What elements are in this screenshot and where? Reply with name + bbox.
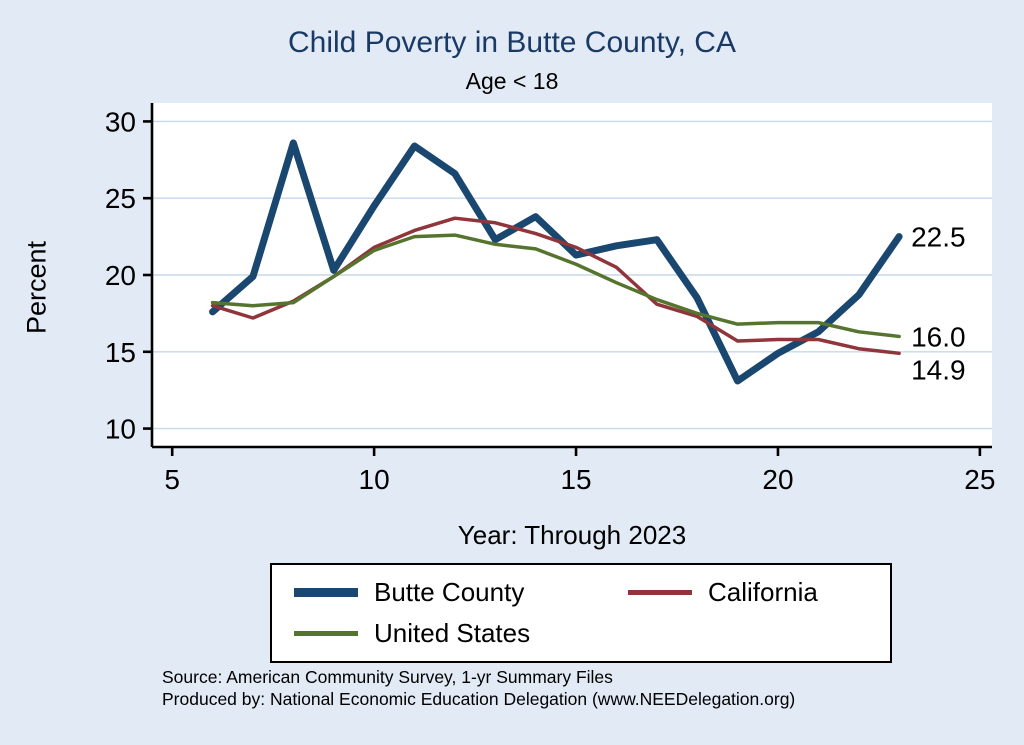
- legend-item-california: California: [628, 577, 868, 608]
- chart-subtitle: Age < 18: [465, 68, 559, 94]
- svg-text:25: 25: [105, 183, 136, 214]
- svg-text:25: 25: [964, 464, 995, 495]
- legend-item-united-states: United States: [294, 618, 624, 649]
- legend-swatch-california: [628, 590, 692, 595]
- legend-swatch-butte-county: [294, 588, 358, 597]
- svg-text:14.9: 14.9: [911, 354, 966, 385]
- svg-text:20: 20: [105, 260, 136, 291]
- svg-text:10: 10: [105, 414, 136, 445]
- legend-item-butte-county: Butte County: [294, 577, 624, 608]
- svg-text:5: 5: [164, 464, 180, 495]
- source-line: Source: American Community Survey, 1-yr …: [162, 667, 613, 687]
- svg-text:10: 10: [359, 464, 390, 495]
- svg-text:22.5: 22.5: [911, 222, 966, 253]
- produced-by-line: Produced by: National Economic Education…: [162, 689, 796, 710]
- legend-label-california: California: [708, 577, 818, 607]
- svg-text:20: 20: [762, 464, 793, 495]
- svg-text:15: 15: [105, 337, 136, 368]
- legend-label-united-states: United States: [374, 618, 531, 648]
- svg-text:15: 15: [560, 464, 591, 495]
- source-block: Source: American Community Survey, 1-yr …: [162, 666, 795, 711]
- chart-title: Child Poverty in Butte County, CA: [288, 26, 736, 59]
- svg-text:30: 30: [105, 106, 136, 137]
- svg-text:16.0: 16.0: [911, 321, 966, 352]
- legend-swatch-united-states: [294, 631, 358, 636]
- legend: Butte County California United States: [270, 563, 892, 663]
- legend-label-butte-county: Butte County: [374, 577, 525, 607]
- x-axis-label: Year: Through 2023: [457, 520, 687, 550]
